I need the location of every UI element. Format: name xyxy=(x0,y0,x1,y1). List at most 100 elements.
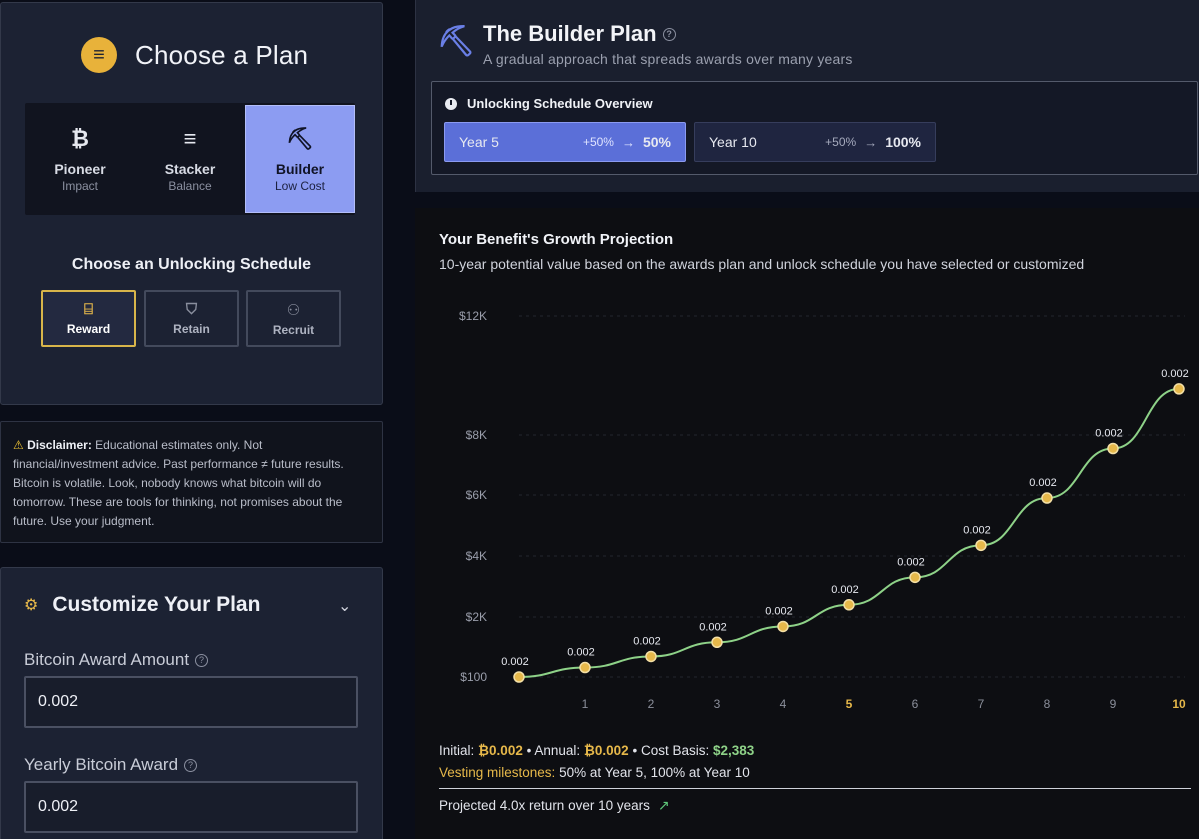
schedule-label: Retain xyxy=(173,322,210,336)
x-tick-label: 3 xyxy=(714,697,721,711)
plan-tab-pioneer[interactable]: ₿ Pioneer Impact xyxy=(25,105,135,213)
schedule-label: Reward xyxy=(66,322,111,336)
plan-tab-builder[interactable]: ⛏ Builder Low Cost xyxy=(245,105,355,213)
data-label: 0.002 xyxy=(831,584,859,596)
plan-tab-name: Pioneer xyxy=(54,161,106,177)
builder-plan-subtitle: A gradual approach that spreads awards o… xyxy=(483,51,853,67)
coin-stack-icon: ≡ xyxy=(81,37,117,73)
schedule-overview-title-text: Unlocking Schedule Overview xyxy=(467,96,653,111)
data-point xyxy=(579,661,591,674)
x-tick-label: 4 xyxy=(780,697,787,711)
data-label: 0.002 xyxy=(1161,368,1189,380)
divider xyxy=(439,788,1191,789)
y-tick-label: $4K xyxy=(466,549,487,563)
plan-tabs: ₿ Pioneer Impact ≡ Stacker Balance ⛏ Bui… xyxy=(25,103,355,215)
data-point xyxy=(1107,442,1119,455)
milestone-total: 100% xyxy=(885,134,921,150)
yearly-award-input[interactable]: 0.002 xyxy=(24,781,358,833)
milestone-year-10[interactable]: Year 10 +50% → 100% xyxy=(694,122,936,162)
milestone-year-5[interactable]: Year 5 +50% → 50% xyxy=(444,122,686,162)
growth-chart: $100 $2K $4K $6K $8K $12K 1 2 3 4 5 6 7 8 9 10 0.002 0.00… xyxy=(459,309,1189,711)
chevron-down-icon[interactable]: ⌄ xyxy=(338,598,352,615)
data-label: 0.002 xyxy=(699,621,727,633)
coin-stack-icon: ≡ xyxy=(183,126,197,151)
bullet: • xyxy=(526,743,535,758)
plan-tab-name: Builder xyxy=(275,161,325,177)
help-icon[interactable]: ? xyxy=(195,653,209,667)
data-label: 0.002 xyxy=(963,524,991,536)
y-tick-label: $2K xyxy=(466,610,487,624)
data-point xyxy=(711,636,723,649)
plan-tab-stacker[interactable]: ≡ Stacker Balance xyxy=(135,105,245,213)
yearly-award-label-text: Yearly Bitcoin Award xyxy=(24,755,179,774)
x-tick-label: 7 xyxy=(978,697,985,711)
customize-header[interactable]: ⚙ Customize Your Plan xyxy=(24,593,260,617)
cost-basis-label: Cost Basis: xyxy=(640,743,710,758)
schedule-reward-button[interactable]: ⌸ Reward xyxy=(41,290,136,347)
x-tick-label: 9 xyxy=(1110,697,1117,711)
initial-label: Initial: xyxy=(439,743,475,758)
arrow-right-icon: → xyxy=(621,134,635,150)
initial-value: ₿0.002 xyxy=(478,743,523,758)
vesting-value: 50% at Year 5, 100% at Year 10 xyxy=(555,765,750,780)
milestone-increment: +50% xyxy=(825,135,857,149)
x-tick-label: 1 xyxy=(582,697,589,711)
x-tick-label: 2 xyxy=(648,697,655,711)
schedule-recruit-button[interactable]: ⚇ Recruit xyxy=(246,290,341,347)
data-point xyxy=(513,671,525,683)
help-icon[interactable]: ? xyxy=(662,27,676,41)
schedule-retain-button[interactable]: ⛉ Retain xyxy=(144,290,239,347)
plan-tab-name: Stacker xyxy=(164,161,216,177)
y-tick-label: $100 xyxy=(460,670,487,684)
data-label: 0.002 xyxy=(567,647,595,659)
data-point xyxy=(645,650,657,663)
x-tick-label: 8 xyxy=(1044,697,1051,711)
shield-icon: ⛉ xyxy=(185,301,198,318)
award-amount-label-text: Bitcoin Award Amount xyxy=(24,650,190,669)
data-label: 0.002 xyxy=(1029,477,1057,489)
milestone-year: Year 10 xyxy=(709,134,757,150)
schedule-overview-title: Unlocking Schedule Overview xyxy=(445,96,653,111)
yearly-award-label: Yearly Bitcoin Award ? xyxy=(24,755,198,775)
customize-title: Customize Your Plan xyxy=(52,593,261,616)
vesting-label: Vesting milestones: xyxy=(439,765,556,780)
y-tick-label: $12K xyxy=(459,309,487,323)
data-point xyxy=(909,571,921,584)
trending-up-icon: ↗ xyxy=(657,797,670,813)
data-point xyxy=(1041,492,1053,504)
milestone-increment: +50% xyxy=(582,135,614,149)
data-label: 0.002 xyxy=(765,605,793,617)
disclaimer-label: Disclaimer: xyxy=(27,438,92,452)
pickaxe-icon: ⛏ xyxy=(286,126,314,151)
data-point xyxy=(777,620,789,633)
gear-icon: ⚙ xyxy=(24,597,39,614)
summary-line: Initial: ₿0.002 • Annual: ₿0.002 • Cost … xyxy=(439,743,754,758)
y-tick-label: $6K xyxy=(466,488,487,502)
award-amount-label: Bitcoin Award Amount ? xyxy=(24,650,209,670)
annual-value: ₿0.002 xyxy=(583,743,629,758)
vesting-line: Vesting milestones: 50% at Year 5, 100% … xyxy=(439,765,750,780)
projection-line: Projected 4.0x return over 10 years ↗ xyxy=(439,797,670,814)
plan-tab-sub: Low Cost xyxy=(274,179,326,193)
data-point xyxy=(1173,383,1185,395)
award-amount-input[interactable]: 0.002 xyxy=(24,676,358,728)
pickaxe-icon: ⛏ xyxy=(437,25,476,58)
bitcoin-icon: ₿ xyxy=(71,126,89,151)
data-point xyxy=(843,599,855,611)
warning-icon: ⚠ xyxy=(13,438,24,452)
data-label: 0.002 xyxy=(633,635,661,647)
x-tick-label: 6 xyxy=(912,697,919,711)
gift-icon: ⌸ xyxy=(83,301,93,318)
y-tick-label: $8K xyxy=(466,428,487,442)
arrow-right-icon: → xyxy=(864,134,878,150)
data-label: 0.002 xyxy=(1095,428,1123,440)
builder-plan-title: The Builder Plan ? xyxy=(483,21,676,47)
x-tick-label: 10 xyxy=(1172,697,1186,711)
disclaimer-box: ⚠ Disclaimer: Educational estimates only… xyxy=(0,421,383,543)
clock-icon xyxy=(445,97,457,110)
milestone-total: 50% xyxy=(642,134,671,150)
growth-chart-card xyxy=(415,208,1199,839)
help-icon[interactable]: ? xyxy=(184,758,198,772)
choose-plan-card: ≡ Choose a Plan ₿ Pioneer Impact ≡ Stack… xyxy=(0,2,383,405)
data-label: 0.002 xyxy=(501,656,529,668)
